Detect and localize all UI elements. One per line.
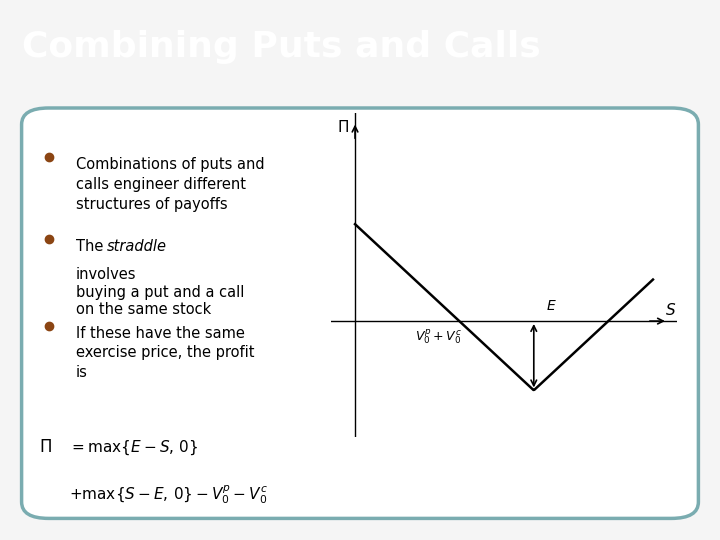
Text: $= \max\{E - S,\, 0\}$: $= \max\{E - S,\, 0\}$ bbox=[69, 438, 199, 457]
Text: involves
buying a put and a call
on the same stock: involves buying a put and a call on the … bbox=[76, 267, 244, 317]
FancyBboxPatch shape bbox=[22, 108, 698, 518]
Text: $\Pi$: $\Pi$ bbox=[39, 438, 51, 456]
Text: Combinations of puts and
calls engineer different
structures of payoffs: Combinations of puts and calls engineer … bbox=[76, 157, 264, 212]
Text: If these have the same
exercise price, the profit
is: If these have the same exercise price, t… bbox=[76, 326, 254, 380]
Text: $+ \max\{S - E,\, 0\} - V_0^p - V_0^c$: $+ \max\{S - E,\, 0\} - V_0^p - V_0^c$ bbox=[69, 483, 268, 506]
Text: straddle: straddle bbox=[107, 239, 167, 254]
Text: $\Pi$: $\Pi$ bbox=[337, 119, 349, 135]
Text: The: The bbox=[76, 239, 108, 254]
Text: $E$: $E$ bbox=[546, 299, 557, 313]
Text: $S$: $S$ bbox=[665, 302, 677, 318]
Text: $V_0^p + V_0^c$: $V_0^p + V_0^c$ bbox=[415, 328, 462, 347]
Text: Combining Puts and Calls: Combining Puts and Calls bbox=[22, 30, 540, 64]
